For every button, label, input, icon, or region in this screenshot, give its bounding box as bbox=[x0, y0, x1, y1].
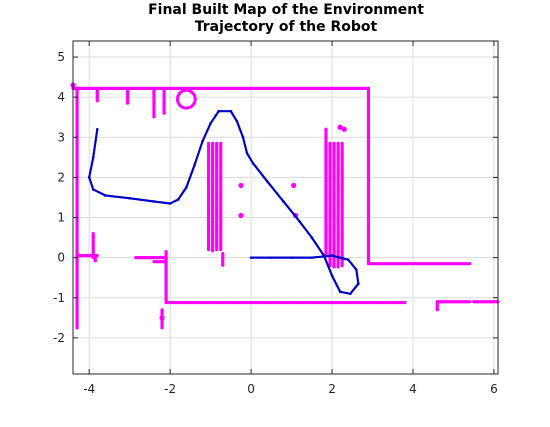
chart-title-line-1: Final Built Map of the Environment bbox=[148, 2, 424, 18]
trajectory-point bbox=[355, 268, 358, 271]
x-tick-label: -4 bbox=[83, 382, 95, 396]
y-tick-label: 0 bbox=[57, 251, 65, 265]
trajectory-point bbox=[322, 254, 326, 257]
trajectory-point bbox=[91, 156, 95, 159]
trajectory-point bbox=[176, 198, 180, 201]
y-tick-label: 5 bbox=[57, 50, 65, 64]
trajectory-point bbox=[193, 164, 196, 167]
trajectory-point bbox=[330, 254, 334, 257]
map-obstacle-point bbox=[341, 126, 347, 132]
map-series bbox=[70, 82, 500, 330]
trajectory-point bbox=[168, 202, 172, 205]
y-tick-label: -2 bbox=[53, 331, 65, 345]
y-tick-label: 1 bbox=[57, 211, 65, 225]
trajectory-point bbox=[298, 220, 301, 223]
x-tick-label: -2 bbox=[164, 382, 176, 396]
axis-ticks: -4 -2 0 2 4 6 -2 -1 0 1 2 3 4 5 bbox=[53, 41, 498, 396]
trajectory-series bbox=[87, 109, 360, 296]
trajectory-point bbox=[185, 186, 188, 189]
trajectory-point bbox=[330, 274, 334, 278]
trajectory-point bbox=[249, 256, 253, 259]
trajectory-point bbox=[241, 135, 245, 139]
trajectory-point bbox=[310, 256, 314, 259]
y-tick-label: -1 bbox=[53, 291, 65, 305]
trajectory-point bbox=[95, 127, 99, 131]
trajectory-point bbox=[104, 194, 107, 197]
trajectory-point bbox=[270, 256, 273, 259]
map-round-obstacle bbox=[175, 88, 197, 110]
trajectory-point bbox=[229, 109, 233, 113]
trajectory-point bbox=[128, 196, 131, 200]
trajectory-point bbox=[348, 292, 352, 296]
trajectory-point bbox=[338, 290, 342, 294]
y-tick-label: 2 bbox=[57, 170, 65, 184]
trajectory-point bbox=[310, 236, 314, 239]
x-tick-label: 6 bbox=[490, 382, 498, 396]
trajectory-point bbox=[282, 200, 285, 203]
map-obstacle-point bbox=[238, 212, 244, 219]
axes-box bbox=[72, 40, 499, 375]
trajectory-point bbox=[245, 152, 249, 155]
grid bbox=[73, 41, 498, 374]
trajectory-point bbox=[290, 256, 293, 259]
trajectory-point bbox=[201, 140, 204, 143]
trajectory-point bbox=[357, 282, 360, 286]
trajectory-point bbox=[91, 188, 95, 191]
map-obstacle-point bbox=[337, 124, 343, 130]
trajectory-point bbox=[87, 176, 91, 179]
chart-title-line-2: Trajectory of the Robot bbox=[195, 19, 378, 35]
y-tick-label: 3 bbox=[57, 130, 65, 144]
y-tick-label: 4 bbox=[57, 90, 65, 104]
trajectory-point bbox=[217, 109, 221, 113]
trajectory-point bbox=[209, 121, 212, 125]
map-obstacle-point bbox=[238, 182, 244, 189]
trajectory-point bbox=[346, 258, 350, 261]
x-tick-label: 0 bbox=[247, 382, 255, 396]
trajectory-point bbox=[265, 180, 269, 183]
x-tick-label: 2 bbox=[328, 382, 336, 396]
map-obstacle-point bbox=[159, 315, 165, 321]
x-tick-label: 4 bbox=[409, 382, 417, 396]
trajectory-point bbox=[235, 119, 239, 123]
trajectory-point bbox=[152, 200, 156, 203]
trajectory-point bbox=[251, 162, 255, 165]
map-obstacle-point bbox=[290, 182, 297, 189]
